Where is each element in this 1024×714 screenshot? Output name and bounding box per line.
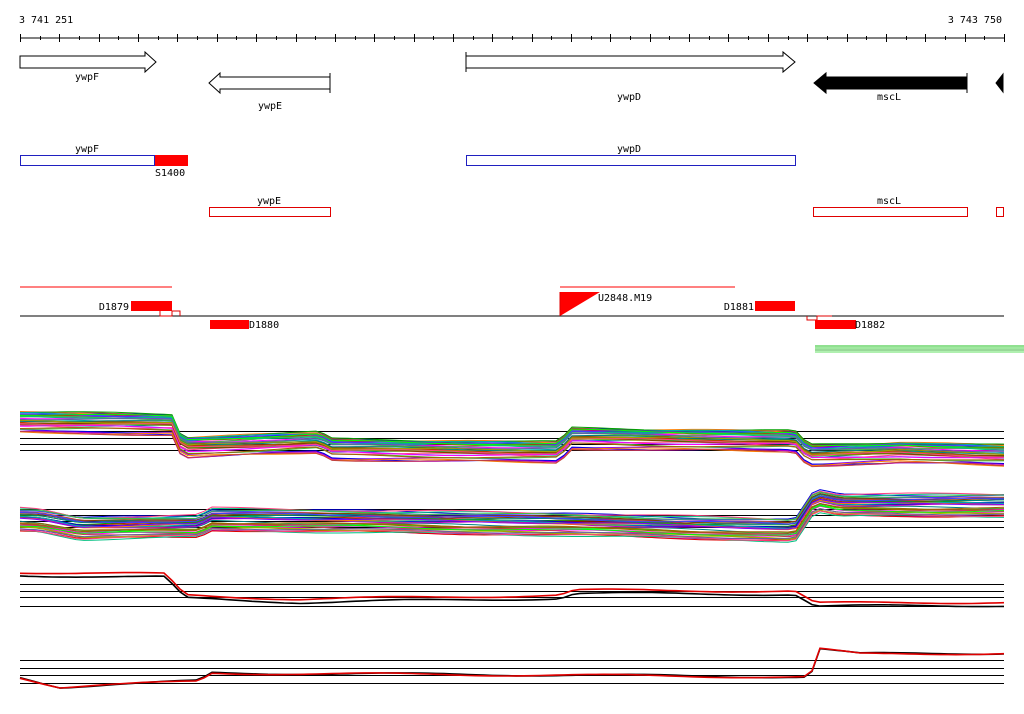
marker-label-U2848: U2848.M19: [598, 293, 652, 304]
expression-profile-line: [19, 495, 1005, 525]
gene-ywpD[interactable]: ywpD: [465, 50, 796, 103]
marker-flag-U2848[interactable]: [560, 292, 600, 316]
expression-profile-line: [19, 411, 1005, 445]
gene-ywpE[interactable]: ywpE: [208, 71, 331, 112]
segment-label-S1400: S1400: [155, 168, 185, 179]
annotation-box-mscL[interactable]: [813, 207, 968, 217]
ruler-start-label: 3 741 251: [19, 15, 73, 26]
expression-profile-line: [19, 500, 1005, 530]
expression-profile-line: [19, 492, 1005, 524]
gene-arrow-ywpD[interactable]: [465, 50, 796, 74]
gene-mscL[interactable]: mscL: [813, 71, 968, 103]
annotation-box-track: ywpF S1400 ywpD ywpE mscL: [20, 144, 1004, 217]
expression-profile-line: [19, 571, 1005, 605]
annotation-box-ywpF[interactable]: [20, 155, 155, 166]
feature-box-D1882[interactable]: [815, 320, 856, 329]
expression-profile-track-2: [19, 489, 1005, 543]
feature-box-D1880[interactable]: [210, 320, 249, 329]
expression-profile-line: [19, 423, 1005, 458]
feature-label-D1882: D1882: [855, 320, 885, 331]
expression-profile-line: [19, 413, 1004, 448]
coverage-stub-lines: [815, 345, 1024, 353]
expression-profile-line: [19, 502, 1005, 533]
feature-connector-D1879: [159, 310, 181, 317]
expression-profile-line: [19, 647, 1005, 689]
feature-label-D1881: D1881: [724, 302, 754, 313]
gene-label-ywpD: ywpD: [617, 92, 641, 103]
feature-box-D1879[interactable]: [131, 301, 172, 311]
expression-profile-line: [19, 493, 1004, 523]
expression-profile-line: [19, 418, 1004, 453]
annotation-label-ywpF: ywpF: [75, 144, 99, 155]
expression-profile-line: [19, 419, 1005, 456]
ruler-ticks: [20, 34, 1005, 42]
annotation-label-mscL: mscL: [877, 196, 901, 207]
gene-label-mscL: mscL: [877, 92, 901, 103]
gene-next-partial[interactable]: [995, 72, 1004, 94]
expression-profile-line: [19, 491, 1004, 521]
gene-ywpF[interactable]: ywpF: [19, 50, 157, 83]
expression-profile-line: [19, 431, 1005, 467]
annotation-box-ywpE[interactable]: [209, 207, 331, 217]
expression-profile-line: [19, 490, 1005, 521]
expression-profile-line: [19, 416, 1005, 451]
expression-profile-line: [19, 421, 1004, 456]
annotation-label-ywpE: ywpE: [257, 196, 281, 207]
expression-profile-line: [19, 425, 1005, 459]
annotation-label-ywpD: ywpD: [617, 144, 641, 155]
gene-arrow-track: ywpF ywpE ywpD mscL: [19, 50, 1004, 112]
gene-arrow-ywpF[interactable]: [19, 50, 157, 74]
expression-profile-line: [19, 512, 1005, 543]
feature-label-D1880: D1880: [249, 320, 279, 331]
ruler-end-label: 3 743 750: [948, 15, 1002, 26]
expression-profile-line: [19, 427, 1005, 461]
gene-arrow-partial[interactable]: [995, 72, 1004, 94]
expression-profile-track-3: [19, 571, 1005, 608]
feature-box-D1881[interactable]: [755, 301, 795, 311]
feature-track: D1879 D1880 U2848.M19 D1881 D1882: [20, 286, 1024, 353]
expression-profile-line: [19, 431, 1005, 468]
expression-profile-track-1: [19, 411, 1005, 468]
expression-profile-track-4: [19, 647, 1005, 689]
feature-label-D1879: D1879: [99, 302, 129, 313]
expression-profile-line: [19, 420, 1004, 455]
expression-profile-line: [19, 510, 1005, 542]
gene-label-ywpE: ywpE: [258, 101, 282, 112]
expression-profile-line: [19, 508, 1005, 539]
gene-arrow-ywpE[interactable]: [208, 71, 331, 95]
expression-profile-line: [19, 503, 1005, 534]
expression-profile-line: [19, 505, 1005, 536]
gene-arrow-mscL[interactable]: [813, 71, 968, 95]
annotation-box-ywpD[interactable]: [466, 155, 796, 166]
coordinate-ruler: 3 741 251 3 743 750: [19, 15, 1005, 42]
gene-label-ywpF: ywpF: [75, 72, 99, 83]
expression-profile-line: [19, 575, 1005, 608]
expression-profile-line: [19, 500, 1005, 530]
expression-profile-line: [19, 498, 1005, 530]
annotation-box-partial[interactable]: [996, 207, 1004, 217]
segment-box-S1400[interactable]: [155, 155, 188, 166]
feature-connector-D1881: [806, 315, 832, 321]
